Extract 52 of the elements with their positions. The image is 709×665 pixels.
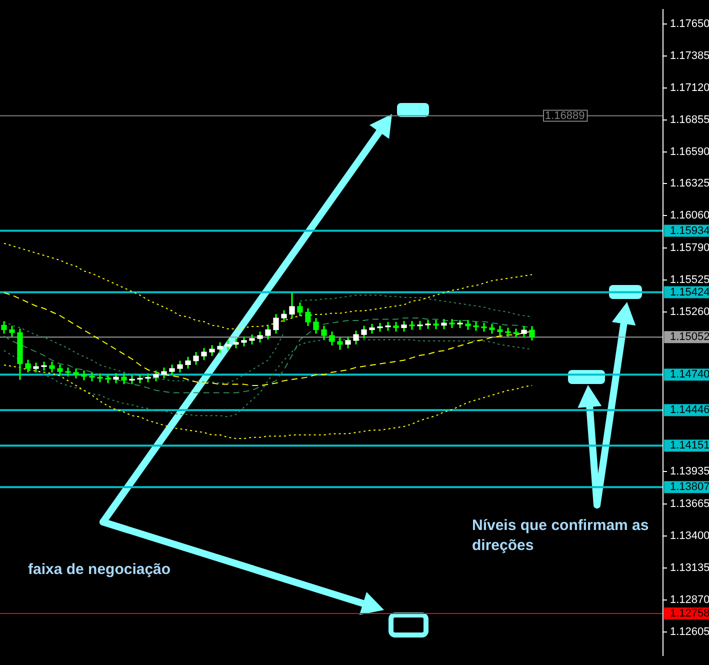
candlestick	[97, 373, 103, 382]
line-series	[4, 242, 532, 330]
candlestick	[377, 322, 383, 332]
candlestick	[409, 320, 415, 330]
line-series	[4, 364, 532, 440]
candlestick	[465, 320, 471, 330]
y-tick-label: 1.16590	[670, 146, 709, 158]
candlestick	[449, 319, 455, 328]
ref-line-label: 1.14151	[670, 440, 709, 452]
candlestick	[417, 320, 423, 330]
candlestick	[241, 336, 247, 346]
y-tick-label: 1.13135	[670, 562, 709, 574]
candlestick	[65, 368, 71, 376]
ref-line-label: 1.15052	[670, 331, 709, 344]
candlestick	[137, 374, 143, 384]
y-tick-label: 1.13665	[670, 498, 709, 510]
y-tick-label: 1.17120	[670, 82, 709, 94]
candlestick	[233, 338, 239, 348]
y-tick-label: 1.16325	[670, 178, 709, 190]
ref-line-label: 1.14446	[670, 404, 709, 416]
ref-line-label: 1.12758	[670, 608, 709, 620]
ref-line-label: 1.14740	[670, 368, 709, 381]
ref-line-label: 1.16889	[545, 110, 585, 122]
y-tick-label: 1.13935	[670, 466, 709, 478]
candlestick	[505, 328, 511, 337]
candlestick	[385, 322, 391, 331]
y-tick-label: 1.17650	[670, 18, 709, 30]
candlestick	[481, 322, 487, 332]
candlestick	[433, 320, 439, 330]
y-tick-label: 1.16060	[670, 210, 709, 222]
candlestick	[145, 373, 151, 382]
y-tick-label: 1.15790	[670, 242, 709, 254]
candlestick	[513, 328, 519, 338]
y-tick-label: 1.15525	[670, 274, 709, 286]
candlestick	[129, 375, 135, 384]
y-tick-label: 1.16855	[670, 114, 709, 126]
candlestick	[41, 362, 47, 371]
y-tick-label: 1.15260	[670, 306, 709, 318]
candlestick	[105, 374, 111, 384]
candlestick	[89, 372, 95, 382]
y-tick-label: 1.17385	[670, 50, 709, 62]
y-tick-label: 1.13400	[670, 530, 709, 542]
y-tick-label: 1.12605	[670, 626, 709, 638]
annotation: Níveis que confirmam as direções	[472, 516, 650, 556]
y-tick-label: 1.12870	[670, 594, 709, 606]
annotation: faixa de negociação	[28, 560, 172, 580]
candlestick	[81, 370, 87, 380]
candlestick	[425, 320, 431, 329]
candlestick	[457, 320, 463, 328]
candlestick	[33, 362, 39, 372]
candlestick	[473, 322, 479, 331]
ref-line-label: 1.13807	[670, 481, 709, 494]
